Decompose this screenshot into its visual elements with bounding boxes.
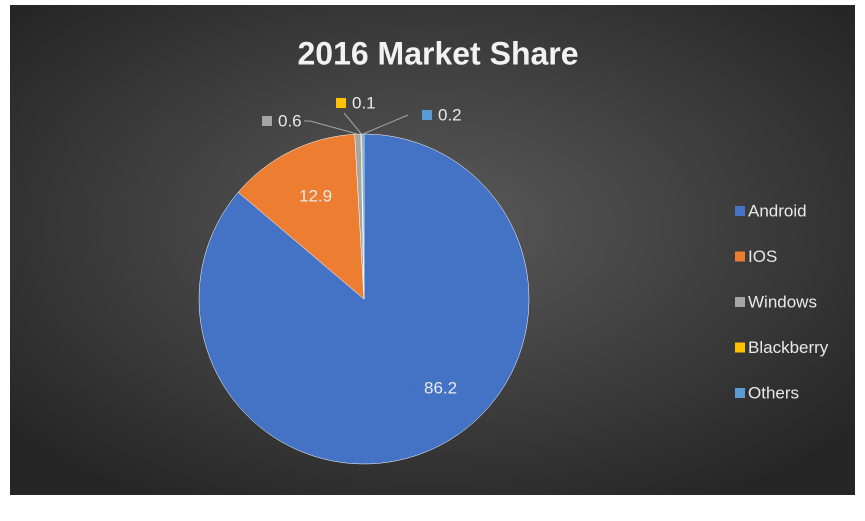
data-label: 12.9: [299, 186, 332, 205]
data-label: 86.2: [424, 378, 457, 397]
leader-line: [343, 112, 362, 135]
label-key: [283, 191, 293, 201]
label-key: [408, 383, 418, 393]
label-key: [262, 116, 272, 126]
legend-swatch: [735, 297, 745, 307]
data-label: 0.1: [352, 93, 376, 112]
legend-label: Blackberry: [748, 338, 829, 357]
data-label: 0.6: [278, 111, 302, 130]
leader-line: [304, 120, 358, 135]
chart-title: 2016 Market Share: [297, 35, 578, 71]
legend-label: Windows: [748, 292, 817, 311]
pie-slice: [237, 134, 365, 300]
legend-swatch: [735, 206, 745, 216]
legend-label: Others: [748, 383, 799, 402]
leader-line: [362, 114, 409, 135]
data-label: 0.2: [438, 105, 462, 124]
legend-label: Android: [748, 201, 807, 220]
legend-label: IOS: [748, 247, 777, 266]
legend-swatch: [735, 342, 745, 353]
legend-swatch: [735, 388, 745, 398]
legend-swatch: [735, 251, 745, 262]
label-key: [336, 98, 346, 108]
label-key: [422, 110, 432, 120]
